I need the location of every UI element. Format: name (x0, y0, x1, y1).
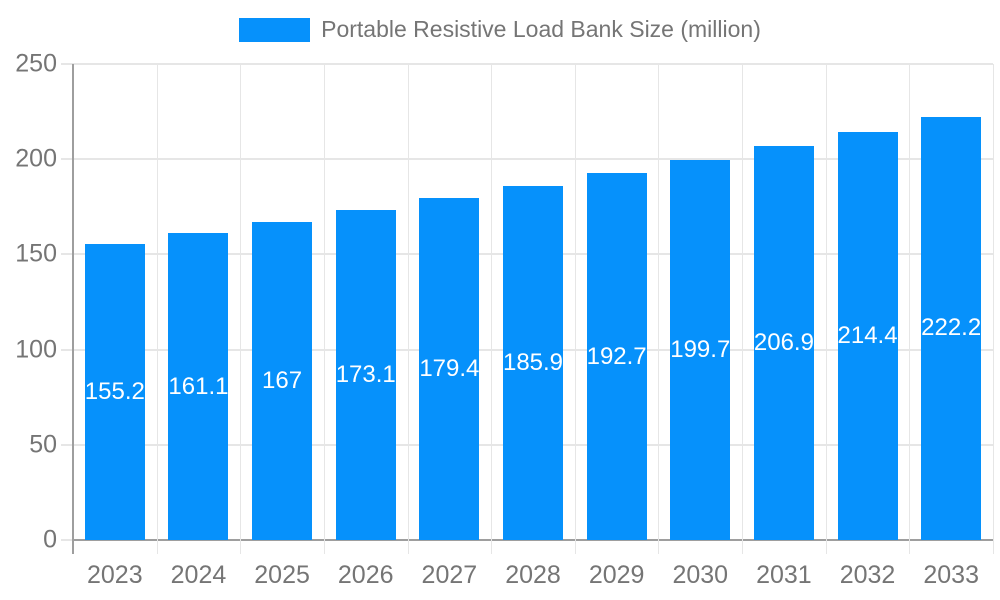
v-gridline (407, 64, 409, 554)
bar-value-label: 199.7 (670, 335, 731, 363)
x-axis-label: 2027 (421, 561, 478, 589)
v-gridline (240, 64, 242, 554)
legend-swatch (239, 17, 311, 42)
y-axis-label: 0 (43, 525, 57, 554)
bar-2031[interactable] (753, 146, 814, 540)
bar-2030[interactable] (670, 159, 731, 540)
x-axis-label: 2029 (588, 561, 645, 589)
y-tick-mark (61, 63, 73, 65)
x-axis-label: 2030 (672, 561, 729, 589)
v-gridline (742, 64, 744, 554)
y-axis-label: 100 (15, 335, 57, 364)
bar-2028[interactable] (503, 186, 563, 540)
x-axis-label: 2023 (87, 561, 143, 589)
bar-value-label: 185.9 (502, 349, 564, 377)
y-tick-mark (61, 348, 73, 351)
x-axis-label: 2033 (923, 561, 979, 589)
v-gridline (909, 64, 911, 554)
bar-value-label: 192.7 (586, 342, 647, 370)
bar-value-label: 173.1 (335, 361, 396, 389)
bar-value-label: 167 (262, 367, 303, 395)
y-axis-label: 200 (15, 144, 57, 173)
bar-value-label: 222.2 (921, 314, 982, 342)
y-tick-mark (61, 443, 73, 446)
x-axis-label: 2028 (505, 561, 561, 589)
bar-2025[interactable] (252, 222, 313, 540)
v-gridline (156, 64, 158, 554)
x-axis-label: 2031 (756, 561, 812, 589)
y-axis-label: 250 (15, 49, 57, 78)
bar-2027[interactable] (419, 198, 480, 540)
bar-2024[interactable] (168, 233, 229, 540)
bar-2029[interactable] (586, 173, 647, 540)
bar-value-label: 179.4 (419, 355, 480, 383)
h-gridline (73, 63, 993, 65)
bar-value-label: 206.9 (753, 329, 814, 357)
x-axis-label: 2025 (254, 561, 310, 589)
v-gridline (993, 64, 994, 554)
y-tick-mark (61, 539, 73, 541)
y-axis-label: 150 (15, 239, 57, 268)
bar-2023[interactable] (84, 244, 145, 540)
legend[interactable]: Portable Resistive Load Bank Size (milli… (0, 16, 1000, 43)
legend-label: Portable Resistive Load Bank Size (milli… (321, 16, 761, 42)
x-axis-line (73, 539, 993, 541)
y-axis-label: 50 (29, 430, 57, 459)
x-axis-label: 2026 (337, 561, 394, 589)
v-gridline (574, 64, 576, 554)
x-axis-label: 2024 (170, 561, 227, 589)
h-gridline (73, 158, 993, 161)
v-gridline (825, 64, 827, 554)
y-tick-mark (61, 158, 73, 161)
bar-value-label: 161.1 (168, 372, 229, 400)
v-gridline (658, 64, 660, 554)
bar-2032[interactable] (837, 131, 898, 540)
bar-value-label: 155.2 (84, 378, 145, 406)
x-axis-label: 2032 (839, 561, 896, 589)
v-gridline (491, 64, 493, 554)
bar-2033[interactable] (921, 116, 982, 540)
v-gridline (323, 64, 325, 554)
bar-2026[interactable] (335, 210, 396, 540)
y-tick-mark (61, 253, 73, 256)
y-axis-line (72, 64, 74, 554)
bar-value-label: 214.4 (837, 321, 898, 349)
